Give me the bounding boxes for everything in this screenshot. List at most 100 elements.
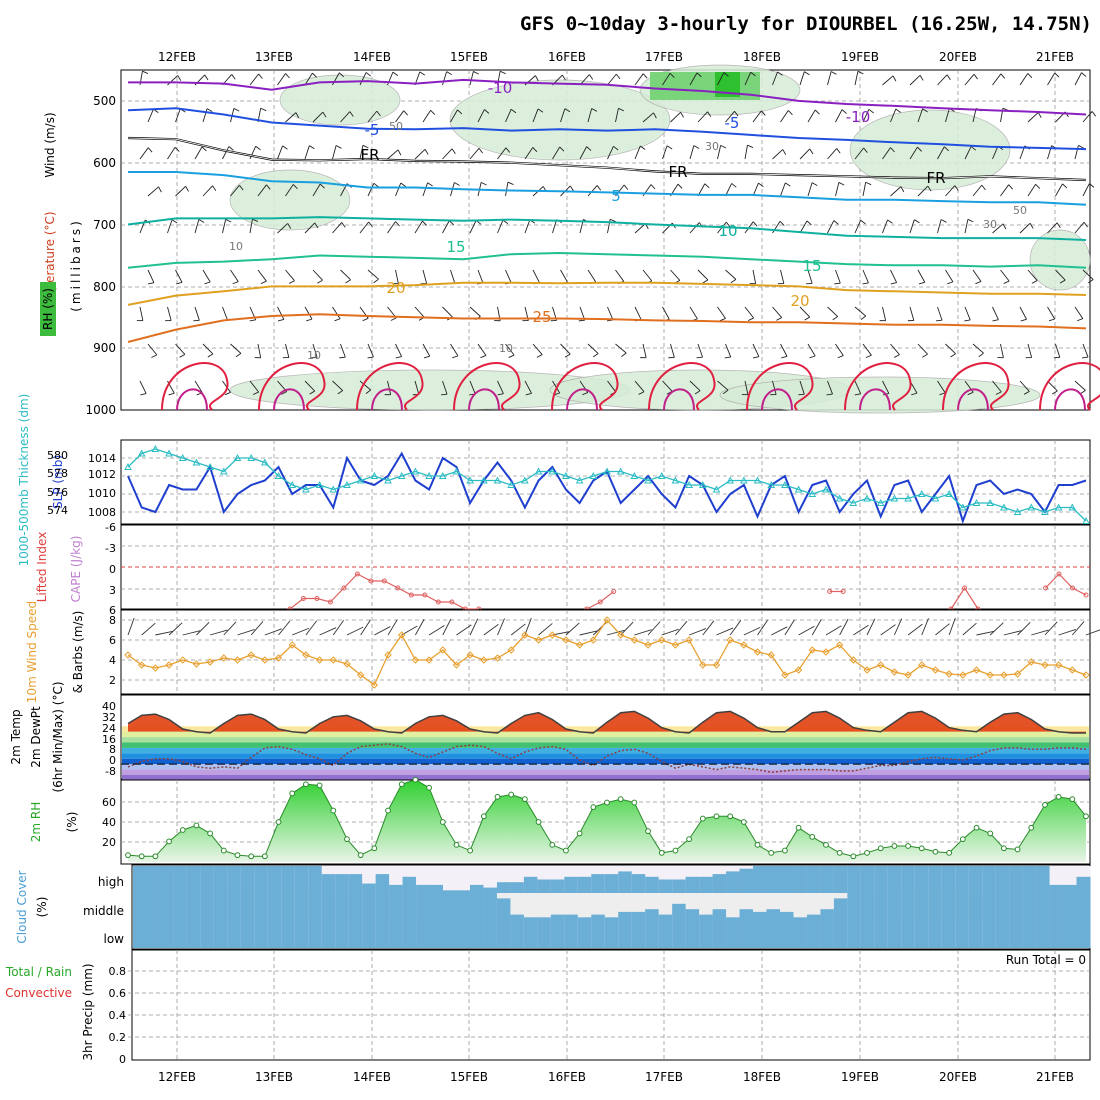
wind-barb — [917, 269, 926, 283]
wind-barb-flag — [478, 148, 483, 154]
wind-barb — [642, 343, 647, 358]
cloud-cell — [240, 920, 255, 948]
wind-barb-flag — [834, 282, 841, 285]
thickness-marker — [178, 453, 187, 461]
wind-barb-flag — [206, 108, 213, 113]
wind-barb — [505, 182, 509, 197]
wind-barb — [249, 219, 253, 234]
wind10-barb — [1058, 629, 1076, 636]
rh-contour — [279, 74, 401, 126]
cloud-cell — [685, 876, 700, 893]
wind-barb-flag — [198, 219, 205, 223]
wind-barb — [249, 380, 259, 393]
convective-loop-inner — [371, 388, 403, 411]
rh-marker — [494, 793, 501, 800]
cloud-cell — [1063, 884, 1078, 893]
isotherm-line — [127, 107, 1087, 151]
wind10-tick: 4 — [109, 654, 116, 667]
thickness-marker — [685, 480, 693, 488]
cloud-cell — [375, 874, 390, 893]
wind10-barb — [223, 621, 237, 636]
wind-barb-flag — [1056, 222, 1061, 228]
wind-barb — [725, 269, 737, 280]
wind-barb — [257, 184, 267, 197]
cloud-tick: high — [98, 875, 124, 889]
cloud-cell — [200, 893, 215, 920]
rh-legend-swatch — [40, 282, 56, 336]
wind-barb — [972, 184, 983, 197]
wind-barb-flag — [1003, 280, 1010, 284]
cloud-cell — [213, 893, 228, 920]
wind-barb — [414, 220, 423, 234]
wind-barb — [387, 380, 392, 395]
wind-barb — [395, 110, 405, 123]
wind-barb — [882, 380, 890, 394]
wind10-barb — [647, 621, 661, 636]
cloud-cell — [874, 866, 889, 893]
wind-barb-flag — [174, 146, 180, 152]
wind-barb — [744, 145, 748, 160]
wind-barb-flag — [341, 222, 346, 228]
rh-marker — [549, 841, 556, 848]
cloud-cell — [496, 920, 511, 948]
cloud-cell — [793, 917, 808, 920]
wind-barb-flag — [457, 109, 463, 115]
wind-barb — [587, 108, 593, 123]
wind10-barb — [1003, 630, 1022, 636]
cloud-clear-cell — [699, 893, 714, 920]
cloud-cell — [469, 920, 484, 948]
wind-barb-flag — [232, 281, 239, 285]
wind-barb — [862, 182, 867, 197]
rh-fill — [128, 779, 1086, 862]
wind-barb — [532, 108, 539, 123]
thickness-marker — [958, 503, 967, 511]
wind-barb — [689, 145, 695, 160]
wind-barb-flag — [973, 74, 978, 80]
thickness-marker — [822, 485, 830, 493]
rh-marker — [535, 819, 542, 825]
wind10-speed-label: 10m Wind Speed — [25, 601, 39, 703]
cloud-cell — [887, 920, 902, 948]
wind-barb — [497, 147, 507, 160]
wind-barb-flag — [564, 353, 571, 358]
wind-barb-flag — [508, 354, 515, 358]
convective-loop — [746, 362, 814, 411]
temp-tick: -8 — [105, 765, 116, 778]
wind-barb — [340, 111, 351, 123]
wind-barb — [277, 73, 286, 86]
wind10-marker — [685, 636, 693, 644]
convective-loop — [258, 362, 326, 411]
cloud-cell — [753, 866, 768, 893]
cloud-cell — [1049, 884, 1064, 893]
wind-barb — [964, 73, 975, 86]
wind-barb-flag — [806, 220, 812, 226]
cloud-cell — [362, 883, 377, 893]
wind10-marker — [644, 641, 652, 649]
wind-barb-flag — [395, 221, 400, 227]
wind-barb — [670, 111, 681, 123]
wind-barb — [780, 110, 789, 123]
thickness-marker — [1041, 507, 1049, 515]
cloud-cell — [146, 920, 161, 948]
wind-barb — [167, 147, 176, 160]
wind10-barb — [907, 623, 923, 636]
wind10-marker — [302, 651, 310, 659]
wind-barb — [175, 269, 183, 283]
wind10-marker — [192, 660, 201, 668]
wind-barb-flag — [940, 219, 947, 223]
wind10-barb — [141, 622, 156, 636]
cloud-cell — [779, 866, 794, 893]
cloud-cell — [672, 903, 687, 920]
contour-label: 20 — [386, 279, 405, 297]
cloud-cell — [685, 909, 700, 920]
rh-marker — [125, 852, 131, 859]
cloud-cell — [820, 920, 835, 948]
wind-barb-flag — [947, 281, 954, 285]
wind-barb — [744, 72, 752, 86]
thickness-marker — [781, 480, 789, 488]
cloud-cell — [712, 909, 727, 920]
rh-marker — [193, 822, 200, 829]
wind-barb — [862, 343, 872, 356]
cloud-cell — [321, 920, 336, 948]
wind-barb — [1019, 306, 1027, 320]
